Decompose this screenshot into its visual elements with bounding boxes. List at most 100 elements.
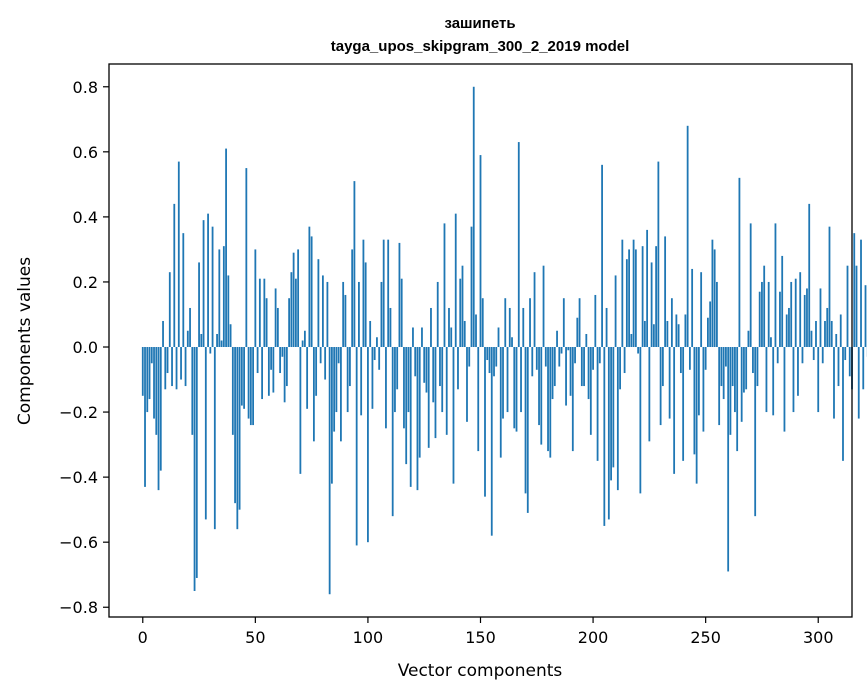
bar — [815, 320, 817, 347]
bar — [409, 347, 412, 487]
bar — [711, 239, 714, 348]
bar — [758, 291, 761, 348]
bar — [707, 317, 709, 348]
y-tick-label: 0.8 — [73, 78, 98, 97]
bar — [693, 347, 696, 455]
bar — [864, 285, 867, 348]
bar — [853, 233, 856, 347]
bar — [580, 347, 583, 387]
bar — [571, 347, 574, 452]
bar — [673, 347, 676, 474]
bar — [596, 347, 599, 461]
x-axis: 0 50 100 150 200 250 300 — [138, 617, 834, 647]
bar — [369, 320, 372, 347]
bar — [310, 236, 313, 348]
bar — [171, 347, 173, 387]
bar — [839, 314, 842, 348]
bar — [587, 347, 590, 400]
bar — [200, 333, 203, 347]
bar — [159, 347, 162, 471]
bar — [432, 347, 435, 403]
x-tick-label: 200 — [578, 628, 609, 647]
bar — [301, 340, 304, 348]
bar — [373, 347, 376, 361]
bar — [560, 347, 563, 354]
bar — [294, 278, 297, 347]
bar — [459, 278, 462, 347]
bar — [743, 347, 745, 393]
bar — [526, 347, 529, 513]
bar — [285, 347, 288, 387]
bar — [407, 347, 410, 413]
bar — [333, 347, 336, 432]
bar — [504, 298, 507, 347]
bar — [734, 347, 736, 413]
bar — [267, 347, 270, 396]
bar — [186, 330, 189, 347]
bar — [371, 347, 374, 409]
bar — [202, 220, 205, 347]
bar — [195, 347, 198, 578]
bar — [238, 347, 241, 510]
bar — [670, 298, 673, 347]
bar — [767, 281, 770, 348]
bar — [331, 347, 333, 484]
bar — [752, 347, 754, 374]
bar — [321, 275, 324, 347]
bar — [803, 294, 806, 348]
bar — [553, 347, 556, 387]
bar — [749, 223, 752, 347]
bar — [520, 347, 522, 413]
bar — [227, 275, 230, 347]
bar — [488, 347, 491, 374]
bar — [222, 246, 225, 347]
bar — [695, 347, 698, 484]
bar — [745, 347, 748, 390]
bar — [303, 330, 306, 347]
bar — [709, 301, 712, 347]
bar — [619, 347, 621, 390]
bar — [261, 347, 263, 400]
bar — [283, 347, 286, 403]
bar — [308, 226, 311, 348]
bar — [765, 347, 768, 413]
bar — [792, 347, 795, 413]
bar — [551, 347, 554, 400]
bar — [511, 337, 513, 348]
bar — [380, 281, 383, 348]
bar — [817, 347, 820, 413]
bar — [315, 347, 318, 396]
bar — [544, 347, 547, 367]
bar — [578, 298, 581, 347]
bar — [340, 347, 342, 442]
bar — [256, 347, 259, 374]
bar — [173, 203, 176, 348]
bar — [585, 333, 588, 347]
bar — [652, 324, 655, 348]
bar — [666, 320, 669, 347]
bar — [594, 294, 597, 348]
x-tick-label: 50 — [245, 628, 265, 647]
x-tick-label: 150 — [465, 628, 496, 647]
chart-title: зашипеть — [444, 15, 515, 32]
bar — [317, 259, 320, 348]
bar — [727, 347, 730, 572]
bar — [288, 298, 291, 347]
bar — [486, 347, 489, 361]
bar — [770, 337, 772, 348]
bar — [225, 148, 227, 348]
bar — [806, 288, 808, 347]
y-axis-label: Components values — [15, 257, 35, 425]
bar — [405, 347, 408, 465]
y-axis: 0.8 0.6 0.4 0.2 0.0 −0.2 −0.4 −0.6 −0.8 — [59, 78, 109, 617]
bar — [761, 281, 763, 348]
bar — [398, 242, 401, 347]
bar — [677, 324, 680, 348]
bar — [592, 347, 594, 370]
bar — [607, 347, 610, 520]
bar — [664, 236, 667, 348]
bar — [625, 259, 628, 348]
bar — [378, 347, 381, 370]
bar — [774, 223, 777, 347]
bar — [632, 239, 635, 348]
